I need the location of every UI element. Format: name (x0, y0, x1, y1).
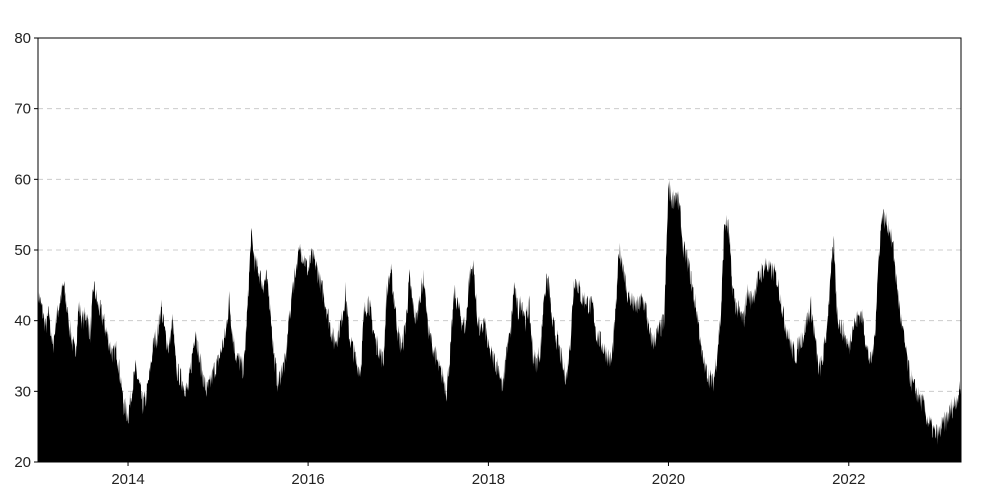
x-tick-label: 2020 (652, 471, 685, 488)
series-area (38, 179, 961, 462)
x-tick-label: 2016 (291, 471, 324, 488)
y-tick-label: 30 (14, 383, 31, 400)
y-axis: 20 30 40 50 60 70 80 (14, 30, 38, 471)
x-axis: 2014 2016 2018 2020 2022 (111, 462, 865, 488)
y-tick-label: 80 (14, 30, 31, 47)
y-tick-label: 20 (14, 454, 31, 471)
x-tick-label: 2022 (832, 471, 865, 488)
y-tick-label: 70 (14, 101, 31, 118)
y-tick-label: 50 (14, 242, 31, 259)
x-tick-label: 2018 (472, 471, 505, 488)
x-tick-label: 2014 (111, 471, 144, 488)
y-tick-label: 40 (14, 313, 31, 330)
y-tick-label: 60 (14, 171, 31, 188)
grid-lines (38, 108, 961, 392)
